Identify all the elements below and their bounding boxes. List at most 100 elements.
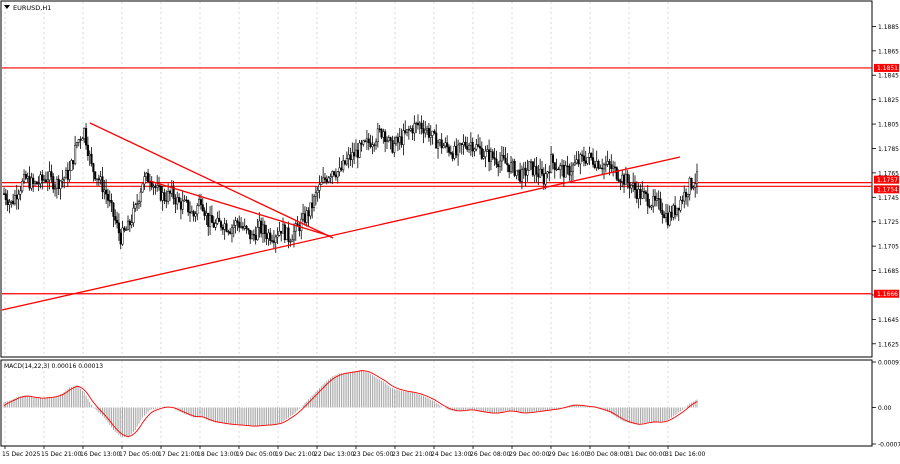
candle-body [694, 183, 697, 188]
trendline[interactable] [149, 180, 331, 237]
candle-body [493, 157, 496, 160]
candle-body [540, 168, 544, 174]
candle-body [265, 233, 268, 240]
candle-body [125, 229, 128, 231]
candle-body [35, 181, 38, 185]
candle-body [573, 162, 576, 166]
price-tick-label: 1.1645 [878, 317, 899, 324]
candle-body [455, 146, 458, 156]
candle-body [416, 122, 420, 126]
candle-body [192, 211, 195, 217]
candle-body [626, 173, 629, 183]
candle-body [243, 225, 246, 229]
candle-body [440, 139, 443, 149]
price-tick-label: 1.1785 [878, 146, 899, 153]
candle-body [623, 174, 626, 185]
candle-body [214, 223, 217, 228]
candle-body [354, 149, 358, 157]
candle-body [444, 142, 447, 147]
candle-body [86, 144, 89, 156]
candle-body [289, 241, 292, 243]
candle-body [274, 236, 277, 243]
candle-body [334, 174, 337, 178]
candle-body [150, 181, 153, 188]
candle-body [272, 240, 275, 243]
price-tick-label: 1.1725 [878, 219, 899, 226]
candle-body [351, 152, 354, 161]
candle-body [663, 214, 666, 218]
triangle-down-icon[interactable] [4, 5, 10, 9]
candle-body [117, 222, 120, 234]
candle-body [221, 227, 224, 230]
candle-body [482, 156, 485, 159]
candle-body [597, 161, 600, 169]
candle-body [683, 191, 686, 202]
candle-body [400, 136, 403, 145]
candle-body [442, 145, 445, 149]
candle-body [247, 228, 250, 231]
price-tick-label: 1.1845 [878, 73, 899, 80]
candle-body [333, 171, 336, 176]
candle-body [528, 161, 531, 171]
time-tick-label: 26 Dec 08:00 [470, 451, 511, 458]
candle-body [539, 168, 542, 178]
candle-body [57, 178, 60, 189]
candle-body [524, 167, 527, 176]
horizontal-levels[interactable] [2, 67, 872, 295]
time-tick-label: 22 Dec 13:00 [314, 451, 355, 458]
trendlines[interactable] [1, 122, 681, 311]
candle-body [509, 162, 513, 173]
candle-body [199, 199, 203, 205]
candle-body [219, 221, 223, 228]
time-tick-label: 17 Dec 05:00 [119, 451, 160, 458]
candle-body [320, 182, 323, 185]
candle-body [116, 220, 119, 224]
candle-body [659, 198, 662, 211]
candle-body [362, 140, 365, 145]
candle-body [33, 181, 37, 184]
candle-body [508, 164, 511, 173]
candle-body [588, 152, 591, 158]
candle-body [249, 229, 252, 240]
candle-body [595, 161, 598, 168]
candle-body [557, 168, 560, 171]
trendline[interactable] [89, 122, 334, 239]
candle-body [225, 223, 228, 232]
candle-body [112, 202, 115, 217]
candle-body [564, 165, 567, 178]
candle-body [635, 189, 638, 199]
candle-body [316, 190, 319, 194]
candle-body [232, 225, 235, 228]
candle-body [241, 226, 244, 229]
candle-body [402, 130, 405, 145]
time-tick-label: 24 Dec 13:00 [431, 451, 472, 458]
candle-body [489, 151, 492, 162]
candle-body [431, 130, 434, 136]
candle-body [624, 173, 627, 185]
candle-body [190, 211, 193, 214]
level-label-text: 1.1757 [877, 177, 898, 184]
candle-body [688, 177, 691, 195]
candle-body [480, 147, 483, 159]
candle-body [329, 176, 332, 179]
price-tick-label: 1.1885 [878, 24, 899, 31]
candle-body [619, 180, 622, 183]
candle-body [685, 191, 688, 198]
candle-body [519, 169, 522, 182]
candle-body [336, 171, 339, 178]
macd-tick-label: -0.00073 [878, 442, 900, 449]
time-tick-label: 17 Dec 21:00 [158, 451, 199, 458]
candle-body [438, 139, 441, 144]
candle-body [690, 177, 693, 189]
candle-body [90, 153, 93, 164]
candle-body [205, 212, 208, 216]
candle-body [43, 179, 46, 181]
candle-body [648, 205, 651, 208]
candle-body [515, 170, 518, 176]
candle-body [639, 189, 642, 199]
candle-body [644, 191, 647, 194]
candle-body [227, 231, 230, 233]
trendline[interactable] [1, 156, 681, 311]
